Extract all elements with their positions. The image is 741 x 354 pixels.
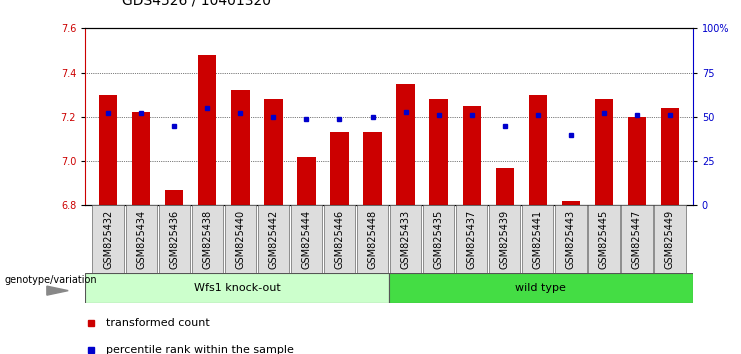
Text: GSM825436: GSM825436: [170, 209, 179, 269]
Text: GSM825434: GSM825434: [136, 209, 147, 269]
Text: GSM825433: GSM825433: [401, 209, 411, 269]
Text: GSM825437: GSM825437: [467, 209, 476, 269]
Bar: [661, 108, 679, 205]
Bar: [594, 99, 613, 205]
FancyBboxPatch shape: [522, 205, 554, 273]
FancyBboxPatch shape: [422, 205, 454, 273]
FancyBboxPatch shape: [225, 205, 256, 273]
FancyBboxPatch shape: [85, 273, 389, 303]
Text: transformed count: transformed count: [107, 318, 210, 328]
Text: GSM825443: GSM825443: [565, 209, 576, 269]
Bar: [462, 106, 481, 205]
Bar: [628, 117, 645, 205]
Text: GSM825442: GSM825442: [268, 209, 279, 269]
Text: GSM825449: GSM825449: [665, 209, 675, 269]
Bar: [330, 132, 348, 205]
Text: GDS4526 / 10401320: GDS4526 / 10401320: [122, 0, 271, 7]
Text: GSM825445: GSM825445: [599, 209, 608, 269]
FancyBboxPatch shape: [290, 205, 322, 273]
FancyBboxPatch shape: [390, 205, 422, 273]
Bar: [199, 55, 216, 205]
Text: GSM825438: GSM825438: [202, 209, 213, 269]
Bar: [528, 95, 547, 205]
FancyBboxPatch shape: [356, 205, 388, 273]
Bar: [165, 190, 184, 205]
Text: GSM825440: GSM825440: [236, 209, 245, 269]
FancyBboxPatch shape: [191, 205, 223, 273]
Text: GSM825447: GSM825447: [631, 209, 642, 269]
Bar: [562, 201, 579, 205]
Text: GSM825432: GSM825432: [103, 209, 113, 269]
Bar: [496, 168, 514, 205]
FancyBboxPatch shape: [621, 205, 653, 273]
Text: GSM825435: GSM825435: [433, 209, 444, 269]
Bar: [231, 90, 250, 205]
Text: wild type: wild type: [516, 282, 566, 293]
Bar: [297, 156, 316, 205]
Bar: [363, 132, 382, 205]
Text: genotype/variation: genotype/variation: [4, 275, 97, 285]
Bar: [133, 113, 150, 205]
Polygon shape: [47, 286, 68, 295]
Bar: [396, 84, 415, 205]
FancyBboxPatch shape: [324, 205, 356, 273]
FancyBboxPatch shape: [389, 273, 693, 303]
Bar: [430, 99, 448, 205]
Text: GSM825444: GSM825444: [302, 209, 311, 269]
Text: GSM825441: GSM825441: [533, 209, 542, 269]
Text: GSM825448: GSM825448: [368, 209, 377, 269]
FancyBboxPatch shape: [489, 205, 520, 273]
Bar: [99, 95, 117, 205]
Text: Wfs1 knock-out: Wfs1 knock-out: [193, 282, 281, 293]
FancyBboxPatch shape: [93, 205, 124, 273]
FancyBboxPatch shape: [258, 205, 289, 273]
FancyBboxPatch shape: [456, 205, 488, 273]
Text: GSM825446: GSM825446: [334, 209, 345, 269]
Text: GSM825439: GSM825439: [499, 209, 510, 269]
Text: percentile rank within the sample: percentile rank within the sample: [107, 344, 294, 354]
FancyBboxPatch shape: [555, 205, 587, 273]
FancyBboxPatch shape: [654, 205, 685, 273]
FancyBboxPatch shape: [159, 205, 190, 273]
FancyBboxPatch shape: [125, 205, 157, 273]
Bar: [265, 99, 282, 205]
FancyBboxPatch shape: [588, 205, 619, 273]
